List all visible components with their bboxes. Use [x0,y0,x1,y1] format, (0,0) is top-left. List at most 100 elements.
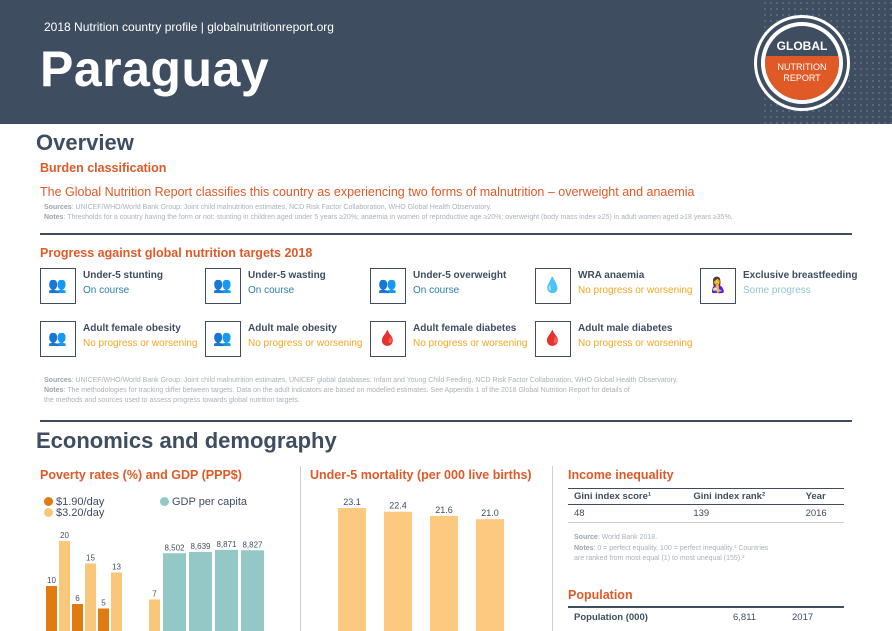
target-status: No progress or worsening [578,338,693,349]
progress-sources: Sources: UNICEF/WHO/World Bank Group: Jo… [44,377,678,384]
target-exclusive-breastfeeding: 🤱 Exclusive breastfeeding Some progress [700,268,865,308]
mortality-heading: Under-5 mortality (per 000 live births) [310,468,532,482]
children-icon: 👥 [370,268,406,304]
glucose-meter-icon: 🩸 [370,321,406,357]
bar-320 [149,599,160,631]
target-name: Under-5 stunting [83,270,163,281]
target-name: Adult male obesity [248,323,337,334]
mortality-bar [338,508,366,631]
header-banner: 2018 Nutrition country profile | globaln… [0,0,892,124]
burden-sources: Sources: UNICEF/WHO/World Bank Group: Jo… [44,204,492,211]
target-name: Under-5 overweight [413,270,507,281]
bar-label: 8,827 [242,540,263,549]
target-status: No progress or worsening [578,285,693,296]
target-status: On course [83,285,130,296]
target-status: On course [248,285,295,296]
logo-bottom: NUTRITION REPORT [765,56,839,100]
children-icon: 👥 [205,268,241,304]
mortality-bar [476,519,504,631]
bar-190 [98,608,109,631]
bar-label: 13 [112,563,121,572]
mortality-bar [384,511,412,631]
progress-heading: Progress against global nutrition target… [40,246,313,260]
target-adult-male-obesity: 👥 Adult male obesity No progress or worsen… [205,321,370,361]
population-year: 2017 [792,612,814,623]
bar-gdp [215,549,238,631]
bar-label: 5 [101,599,106,608]
target-name: Adult female diabetes [413,323,517,334]
adults-icon: 👥 [205,321,241,357]
population-label: Population (000) [574,612,648,623]
bar-label: 23.1 [343,497,361,507]
income-source: Source: World Bank 2018. [574,534,658,541]
population-rule [568,606,844,608]
bar-label: 15 [86,554,95,563]
economics-title: Economics and demography [36,428,337,453]
poverty-heading: Poverty rates (%) and GDP (PPP$) [40,468,242,482]
bar-gdp [241,550,264,631]
target-status: No progress or worsening [83,338,198,349]
header-subtitle: 2018 Nutrition country profile | globaln… [44,20,334,34]
glucose-meter-icon: 🩸 [535,321,571,357]
bar-label: 10 [47,576,56,585]
bar-gdp [189,552,212,631]
population-value: 6,811 [733,612,757,623]
bar-label: 21.6 [435,505,453,515]
target-status: No progress or worsening [248,338,363,349]
bar-label: 7 [152,590,157,599]
target-name: Exclusive breastfeeding [743,270,858,281]
year-header: Year [799,488,844,505]
legend-320: $3.20/day [44,507,104,519]
bar-190 [72,604,83,631]
target-status: No progress or worsening [413,338,528,349]
target-name: Adult female obesity [83,323,181,334]
country-title: Paraguay [40,41,270,97]
legend-gdp: GDP per capita [160,496,247,508]
bar-label: 8,639 [190,542,211,551]
adults-icon: 👥 [40,321,76,357]
burden-heading: Burden classification [40,161,167,175]
burden-text: The Global Nutrition Report classifies t… [40,185,695,199]
bar-320 [111,572,122,631]
poverty-gdp-chart: 10 20 6 15 5 13 7 8,502 8,639 8,871 8,827 [46,531,264,631]
bar-label: 6 [75,594,80,603]
bar-label: 8,871 [216,540,237,549]
bar-320 [85,563,96,631]
divider [40,233,852,235]
target-under-5-overweight: 👥 Under-5 overweight On course [370,268,535,308]
bar-190 [46,586,57,631]
target-status: Some progress [743,285,811,296]
bar-label: 20 [60,531,69,540]
income-notes-cont: are ranked from most equal (1) to most u… [574,555,745,562]
target-adult-male-diabetes: 🩸 Adult male diabetes No progress or worse… [535,321,700,361]
bar-label: 8,502 [164,543,185,552]
gini-rank-header: Gini index rank² [687,488,800,505]
target-status: On course [413,285,460,296]
target-wra-anaemia: 💧 WRA anaemia No progress or worsening [535,268,700,308]
legend-190: $1.90/day [44,496,104,508]
gini-score-header: Gini index score¹ [568,488,688,505]
income-heading: Income inequality [568,468,674,482]
burden-notes: Notes: Thresholds for a country having t… [44,214,733,221]
target-adult-female-diabetes: 🩸 Adult female diabetes No progress or wor… [370,321,535,361]
blood-drop-icon: 💧 [535,268,571,304]
column-divider [552,466,553,631]
bar-label: 22.4 [389,501,407,511]
bar-gdp [163,553,186,631]
overview-title: Overview [36,130,134,155]
target-name: Adult male diabetes [578,323,673,334]
table-row: 48 139 2016 [568,504,844,523]
income-table: Gini index score¹ Gini index rank² Year … [568,488,844,523]
column-divider [300,466,301,631]
population-heading: Population [568,588,633,602]
children-icon: 👥 [40,268,76,304]
bar-320 [59,541,70,631]
global-nutrition-report-logo[interactable]: GLOBAL NUTRITION REPORT [757,18,847,108]
bar-label: 21.0 [481,508,499,518]
target-name: Under-5 wasting [248,270,326,281]
target-name: WRA anaemia [578,270,645,281]
breastfeeding-icon: 🤱 [700,268,736,304]
target-adult-female-obesity: 👥 Adult female obesity No progress or wors… [40,321,205,361]
target-under-5-stunting: 👥 Under-5 stunting On course [40,268,205,308]
mortality-bar [430,515,458,631]
